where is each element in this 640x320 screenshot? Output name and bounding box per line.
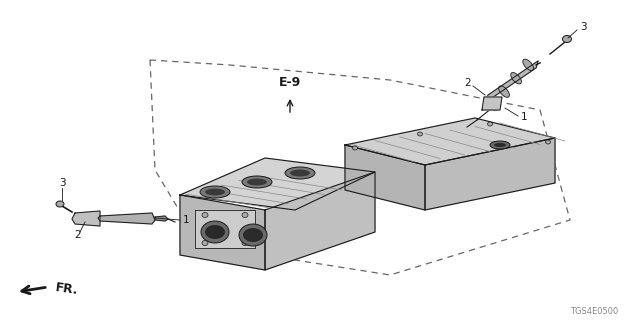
Ellipse shape (205, 188, 225, 196)
Ellipse shape (242, 241, 248, 245)
Ellipse shape (247, 179, 267, 186)
Ellipse shape (242, 176, 272, 188)
Polygon shape (155, 216, 168, 221)
Polygon shape (265, 172, 375, 270)
Text: 3: 3 (580, 22, 587, 32)
Ellipse shape (545, 140, 550, 144)
Text: FR.: FR. (54, 281, 79, 297)
Text: 1: 1 (183, 215, 189, 225)
Polygon shape (72, 211, 100, 226)
Polygon shape (486, 61, 538, 102)
Polygon shape (195, 210, 255, 248)
Text: 2: 2 (75, 230, 81, 240)
Ellipse shape (290, 170, 310, 177)
Polygon shape (180, 158, 375, 210)
Ellipse shape (56, 201, 64, 207)
Ellipse shape (563, 36, 572, 43)
Text: 2: 2 (465, 78, 471, 88)
Ellipse shape (243, 228, 263, 242)
Ellipse shape (488, 122, 493, 126)
Ellipse shape (242, 212, 248, 218)
Ellipse shape (285, 167, 315, 179)
Ellipse shape (202, 212, 208, 218)
Text: E-9: E-9 (279, 76, 301, 89)
Ellipse shape (417, 132, 422, 136)
Polygon shape (425, 138, 555, 210)
Text: 1: 1 (521, 112, 527, 122)
Text: 3: 3 (59, 178, 65, 188)
Ellipse shape (511, 73, 522, 84)
Polygon shape (345, 118, 555, 165)
Ellipse shape (486, 99, 497, 111)
Ellipse shape (523, 59, 534, 71)
Ellipse shape (201, 221, 229, 243)
Ellipse shape (353, 146, 358, 150)
Ellipse shape (205, 225, 225, 239)
Ellipse shape (499, 86, 509, 97)
Polygon shape (180, 195, 265, 270)
Ellipse shape (239, 224, 267, 246)
Polygon shape (98, 213, 155, 224)
Ellipse shape (494, 143, 506, 147)
Ellipse shape (490, 141, 510, 149)
Polygon shape (345, 145, 425, 210)
Ellipse shape (200, 186, 230, 198)
Text: TGS4E0500: TGS4E0500 (570, 308, 618, 316)
Polygon shape (482, 97, 502, 110)
Ellipse shape (202, 241, 208, 245)
